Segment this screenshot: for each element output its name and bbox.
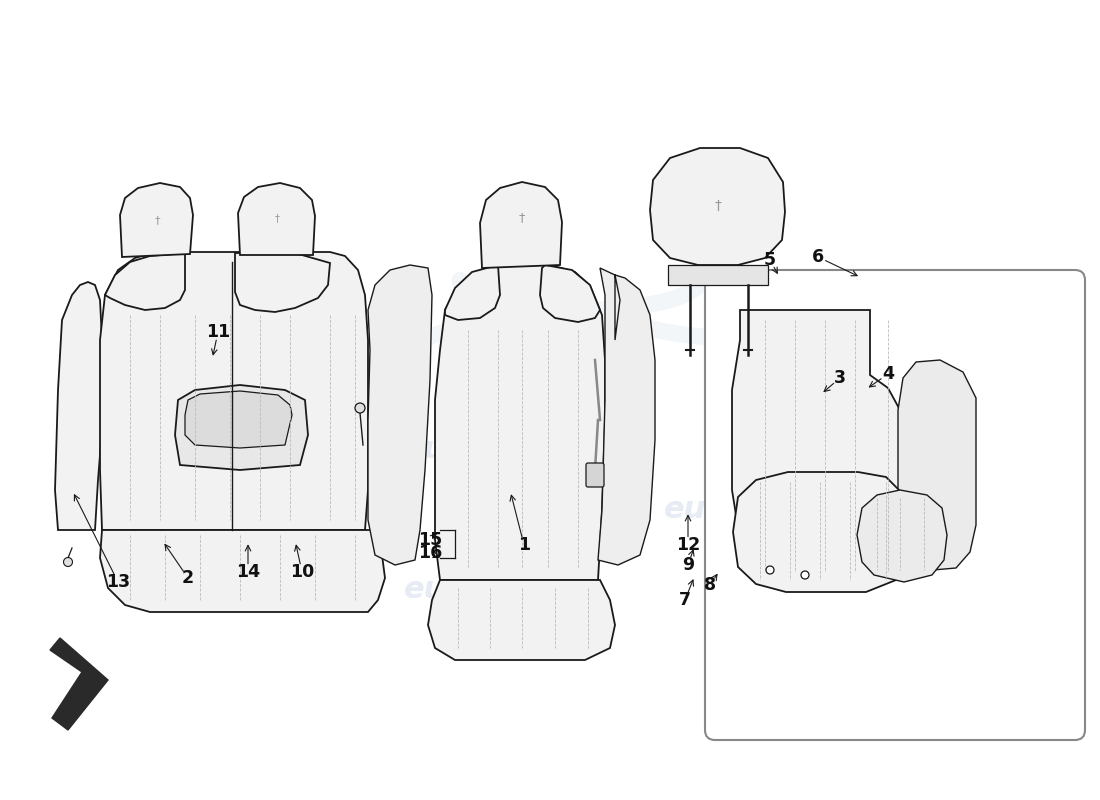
Text: 10: 10: [290, 563, 315, 581]
Polygon shape: [446, 265, 501, 320]
Text: 4: 4: [882, 365, 894, 383]
Polygon shape: [238, 183, 315, 255]
Text: 11: 11: [206, 323, 230, 341]
Text: 1: 1: [518, 536, 530, 554]
Circle shape: [64, 558, 73, 566]
Text: eurospares: eurospares: [663, 495, 857, 525]
Polygon shape: [368, 265, 432, 565]
Text: 12: 12: [675, 536, 700, 554]
Polygon shape: [480, 182, 562, 268]
Polygon shape: [50, 638, 108, 730]
Text: 8: 8: [704, 576, 716, 594]
Polygon shape: [898, 360, 976, 570]
Polygon shape: [185, 391, 292, 448]
Text: 3: 3: [834, 369, 846, 387]
Text: eurospares: eurospares: [404, 575, 596, 605]
Circle shape: [766, 566, 774, 574]
Text: eurospares: eurospares: [133, 435, 327, 465]
Polygon shape: [434, 265, 605, 580]
Polygon shape: [540, 265, 600, 322]
Text: eurospares: eurospares: [404, 435, 596, 465]
Circle shape: [355, 403, 365, 413]
Polygon shape: [598, 268, 654, 565]
FancyBboxPatch shape: [705, 270, 1085, 740]
Polygon shape: [104, 253, 185, 310]
Text: 14: 14: [235, 563, 260, 581]
Text: †: †: [519, 211, 525, 225]
Text: 13: 13: [106, 573, 130, 591]
Polygon shape: [733, 472, 908, 592]
Polygon shape: [235, 253, 330, 312]
Polygon shape: [100, 252, 368, 530]
Polygon shape: [668, 265, 768, 285]
Polygon shape: [100, 530, 385, 612]
Text: 16: 16: [418, 544, 442, 562]
Polygon shape: [428, 580, 615, 660]
Polygon shape: [175, 385, 308, 470]
Text: 15: 15: [418, 531, 442, 549]
Text: †: †: [275, 213, 279, 223]
Polygon shape: [55, 282, 102, 530]
Text: 6: 6: [812, 248, 824, 266]
Text: †: †: [154, 215, 160, 225]
Polygon shape: [120, 183, 192, 257]
Text: eurospares: eurospares: [133, 575, 327, 605]
Polygon shape: [732, 310, 900, 588]
Polygon shape: [650, 148, 785, 265]
Text: 2: 2: [182, 569, 194, 587]
FancyBboxPatch shape: [586, 463, 604, 487]
Text: 5: 5: [763, 251, 777, 269]
Text: †: †: [715, 199, 722, 213]
Circle shape: [801, 571, 808, 579]
Text: 7: 7: [679, 591, 691, 609]
Text: 9: 9: [682, 556, 694, 574]
Polygon shape: [857, 490, 947, 582]
